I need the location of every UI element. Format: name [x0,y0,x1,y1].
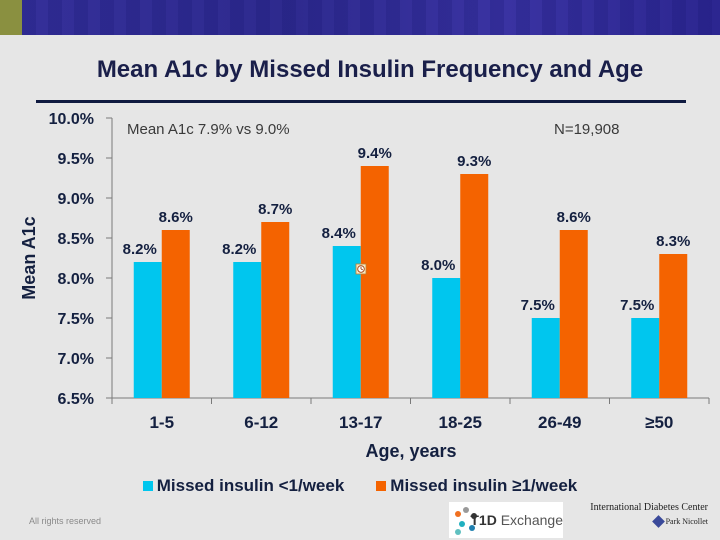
idc-logo: International Diabetes Center Park Nicol… [568,502,708,528]
t1d-dots-icon [451,503,477,537]
y-tick-label: 7.0% [58,351,94,368]
data-label-lt1: 7.5% [620,297,654,314]
data-labels: 8.2% 8.2% 8.4% 8.0% 7.5% 7.5% 8.6% 8.7% 9.4% 9.3%… [123,145,691,314]
bar-missed-ge1 [360,166,389,398]
y-tick-label: 10.0% [49,111,94,128]
x-tick-label: 6-12 [244,413,278,432]
legend-item-ge1: Missed insulin ≥1/week [376,476,577,496]
data-label-lt1: 7.5% [521,297,555,314]
data-label-lt1: 8.0% [421,257,455,274]
bars [133,166,688,398]
bar-missed-lt1 [531,318,560,398]
data-label-ge1: 9.4% [358,145,392,162]
data-label-lt1: 8.4% [322,225,356,242]
data-label-ge1: 8.6% [557,209,591,226]
y-axis-title: Mean A1c [19,216,39,299]
bar-missed-ge1 [559,230,588,398]
header-banner [0,0,720,35]
bar-missed-ge1 [460,174,489,398]
y-axis: 6.5% 7.0% 7.5% 8.0% 8.5% 9.0% 9.5% 10.0% [49,111,113,408]
x-axis: 1-5 6-12 13-17 18-25 26-49 ≥50 [111,397,710,432]
x-tick-label: ≥50 [645,413,673,432]
sample-size-annotation: N=19,908 [554,121,619,138]
data-label-lt1: 8.2% [222,241,256,258]
bar-missed-ge1 [659,254,688,398]
bar-missed-lt1 [432,278,461,398]
footer-rights: All rights reserved [29,516,102,526]
x-tick-label: 26-49 [538,413,581,432]
bar-missed-lt1 [233,262,262,398]
y-tick-label: 6.5% [58,391,94,408]
slide-title: Mean A1c by Missed Insulin Frequency and… [96,56,644,83]
park-nicollet-text: Park Nicollet [665,517,708,526]
animation-clock-icon[interactable] [355,263,367,275]
legend-label-lt1: Missed insulin <1/week [156,476,345,495]
y-tick-label: 7.5% [58,311,94,328]
bar-missed-ge1 [261,222,290,398]
park-nicollet-diamond-icon [651,515,665,528]
chart-legend: Missed insulin <1/week Missed insulin ≥1… [0,476,720,496]
banner-building-pattern [22,0,720,35]
idc-logo-text: International Diabetes Center [590,502,708,513]
y-tick-label: 9.0% [58,191,94,208]
summary-annotation: Mean A1c 7.9% vs 9.0% [127,121,290,138]
data-label-lt1: 8.2% [123,241,157,258]
bar-missed-lt1 [133,262,162,398]
data-label-ge1: 9.3% [457,153,491,170]
data-label-ge1: 8.6% [159,209,193,226]
y-tick-label: 9.5% [58,151,94,168]
t1d-logo-rest: Exchange [496,512,563,528]
banner-accent-stripe [0,0,22,35]
legend-item-lt1: Missed insulin <1/week [142,476,345,496]
x-tick-label: 18-25 [439,413,482,432]
legend-swatch-ge1 [376,481,387,491]
y-tick-label: 8.0% [58,271,94,288]
x-tick-label: 1-5 [149,413,174,432]
title-divider [36,100,686,103]
data-label-ge1: 8.3% [656,233,690,250]
t1d-exchange-logo: T1D Exchange [449,502,563,538]
bar-missed-lt1 [631,318,660,398]
x-axis-title: Age, years [365,441,456,461]
x-tick-label: 13-17 [339,413,382,432]
bar-missed-ge1 [161,230,190,398]
legend-label-ge1: Missed insulin ≥1/week [390,476,578,495]
legend-swatch-lt1 [142,481,153,491]
data-label-ge1: 8.7% [258,201,292,218]
y-tick-label: 8.5% [58,231,94,248]
